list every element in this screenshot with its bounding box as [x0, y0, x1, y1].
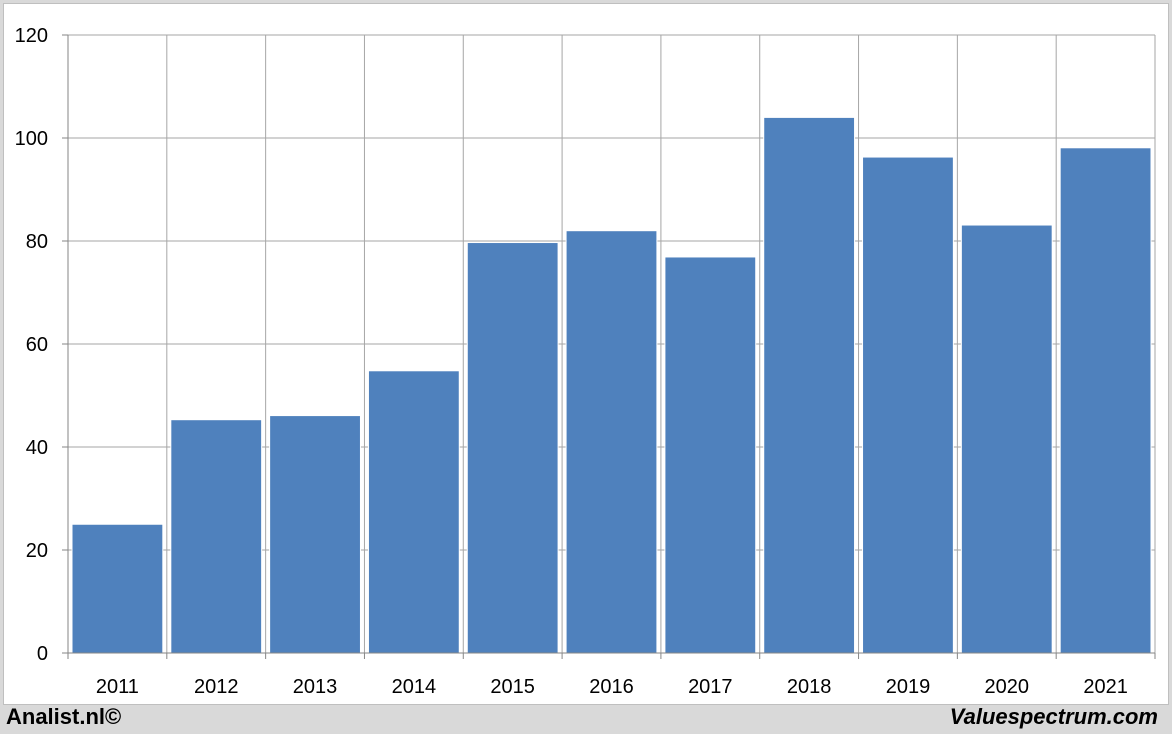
- x-tick-label: 2013: [293, 676, 338, 698]
- bar-2015: [466, 242, 559, 654]
- bar-2019: [862, 156, 954, 654]
- x-tick-label: 2016: [589, 676, 634, 698]
- x-tick-label: 2019: [886, 676, 931, 698]
- y-tick-label: 40: [26, 437, 48, 459]
- bar-2017: [664, 256, 757, 654]
- bar-2014: [367, 370, 460, 654]
- x-tick-label: 2018: [787, 676, 832, 698]
- bar-2012: [170, 419, 263, 654]
- x-tick-label: 2015: [490, 676, 535, 698]
- bar-2018: [763, 116, 856, 654]
- bar-2016: [565, 230, 658, 654]
- x-tick-label: 2011: [96, 676, 139, 698]
- footer-left-credit: Analist.nl©: [6, 704, 122, 729]
- y-tick-label: 20: [26, 540, 48, 562]
- y-tick-label: 0: [37, 643, 48, 665]
- bar-2013: [269, 415, 361, 654]
- x-tick-label: 2017: [688, 676, 733, 698]
- bar-chart: 0 20 40 60 80 100 120 2011 2012 2013 2014 2015 2016 2…: [15, 25, 1156, 698]
- bar-2021: [1059, 147, 1152, 654]
- x-tick-label: 2021: [1083, 676, 1128, 698]
- footer-right-credit: Valuespectrum.com: [949, 704, 1158, 729]
- y-tick-label: 60: [26, 334, 48, 356]
- y-tick-label: 80: [26, 231, 48, 253]
- chart-frame: 0 20 40 60 80 100 120 2011 2012 2013 2014 2015 2016 2…: [3, 3, 1169, 705]
- x-tick-label: 2012: [194, 676, 239, 698]
- y-tick-label: 100: [15, 128, 48, 150]
- x-tick-label: 2020: [985, 676, 1030, 698]
- bar-2011: [71, 523, 164, 654]
- x-tick-label: 2014: [392, 676, 437, 698]
- y-tick-label: 120: [15, 25, 48, 47]
- bar-2020: [960, 224, 1053, 654]
